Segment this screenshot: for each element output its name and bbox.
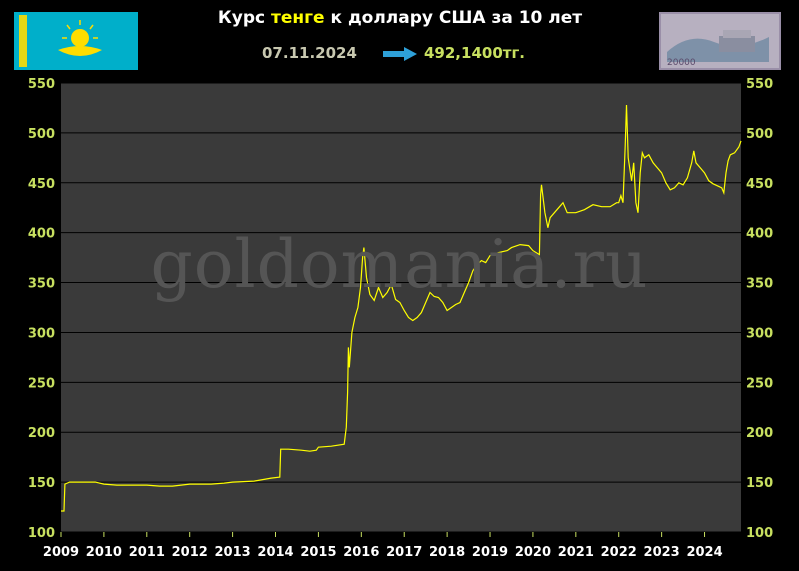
y-tick-label-left: 500 bbox=[28, 127, 55, 142]
banknote-icon: 20000 bbox=[659, 12, 781, 70]
y-tick-label-left: 550 bbox=[28, 77, 55, 92]
x-tick-label: 2012 bbox=[172, 545, 208, 560]
x-tick-label: 2023 bbox=[644, 545, 680, 560]
rate-date: 07.11.2024 bbox=[262, 44, 357, 62]
title-prefix: Курс bbox=[217, 8, 272, 28]
banknote-denomination: 20000 bbox=[667, 58, 696, 68]
x-tick-label: 2009 bbox=[43, 545, 79, 560]
y-axis-left: 100 150 200 250 300 350 400 450 500 550 bbox=[28, 77, 55, 541]
rate-value: 492,1400тг. bbox=[424, 44, 525, 62]
x-tick-label: 2019 bbox=[472, 545, 508, 560]
y-tick-label-right: 450 bbox=[746, 177, 773, 192]
y-tick-label-left: 350 bbox=[28, 277, 55, 292]
y-tick-label-right: 250 bbox=[746, 376, 773, 391]
y-tick-label-right: 150 bbox=[746, 476, 773, 491]
y-tick-label-left: 400 bbox=[28, 227, 55, 242]
y-tick-label-right: 350 bbox=[746, 277, 773, 292]
x-tick-label: 2022 bbox=[601, 545, 637, 560]
y-tick-label-right: 200 bbox=[746, 426, 773, 441]
y-tick-label-right: 300 bbox=[746, 326, 773, 341]
title-suffix: к доллару США за 10 лет bbox=[324, 8, 583, 28]
x-tick-label: 2010 bbox=[86, 545, 122, 560]
x-tick-label: 2017 bbox=[386, 545, 422, 560]
x-tick-label: 2021 bbox=[558, 545, 594, 560]
kazakhstan-flag-icon bbox=[14, 12, 138, 70]
chart-title: Курс тенге к доллару США за 10 лет bbox=[200, 8, 600, 28]
x-tick-label: 2011 bbox=[129, 545, 165, 560]
y-tick-label-left: 200 bbox=[28, 426, 55, 441]
x-tick-label: 2020 bbox=[515, 545, 551, 560]
grid-lines bbox=[61, 82, 741, 533]
x-tick-label: 2016 bbox=[343, 545, 379, 560]
arrow-right-icon bbox=[383, 47, 417, 61]
y-tick-label-right: 550 bbox=[746, 77, 773, 92]
y-tick-label-right: 400 bbox=[746, 227, 773, 242]
x-tick-label: 2015 bbox=[300, 545, 336, 560]
x-tick-label: 2018 bbox=[429, 545, 465, 560]
y-tick-label-left: 450 bbox=[28, 177, 55, 192]
plot-area bbox=[61, 83, 741, 532]
y-tick-label-right: 100 bbox=[746, 526, 773, 541]
y-tick-label-left: 250 bbox=[28, 376, 55, 391]
x-tick-label: 2014 bbox=[257, 545, 293, 560]
series-line bbox=[61, 104, 742, 512]
x-axis: 2009 2010 2011 2012 2013 2014 2015 2016 2017 2018… bbox=[43, 532, 723, 560]
x-tick-label: 2024 bbox=[686, 545, 722, 560]
y-tick-label-left: 100 bbox=[28, 526, 55, 541]
y-tick-label-right: 500 bbox=[746, 127, 773, 142]
y-tick-label-left: 150 bbox=[28, 476, 55, 491]
y-axis-right: 100 150 200 250 300 350 400 450 500 550 bbox=[746, 77, 773, 541]
title-highlight: тенге bbox=[271, 8, 325, 28]
y-tick-label-left: 300 bbox=[28, 326, 55, 341]
x-tick-label: 2013 bbox=[215, 545, 251, 560]
